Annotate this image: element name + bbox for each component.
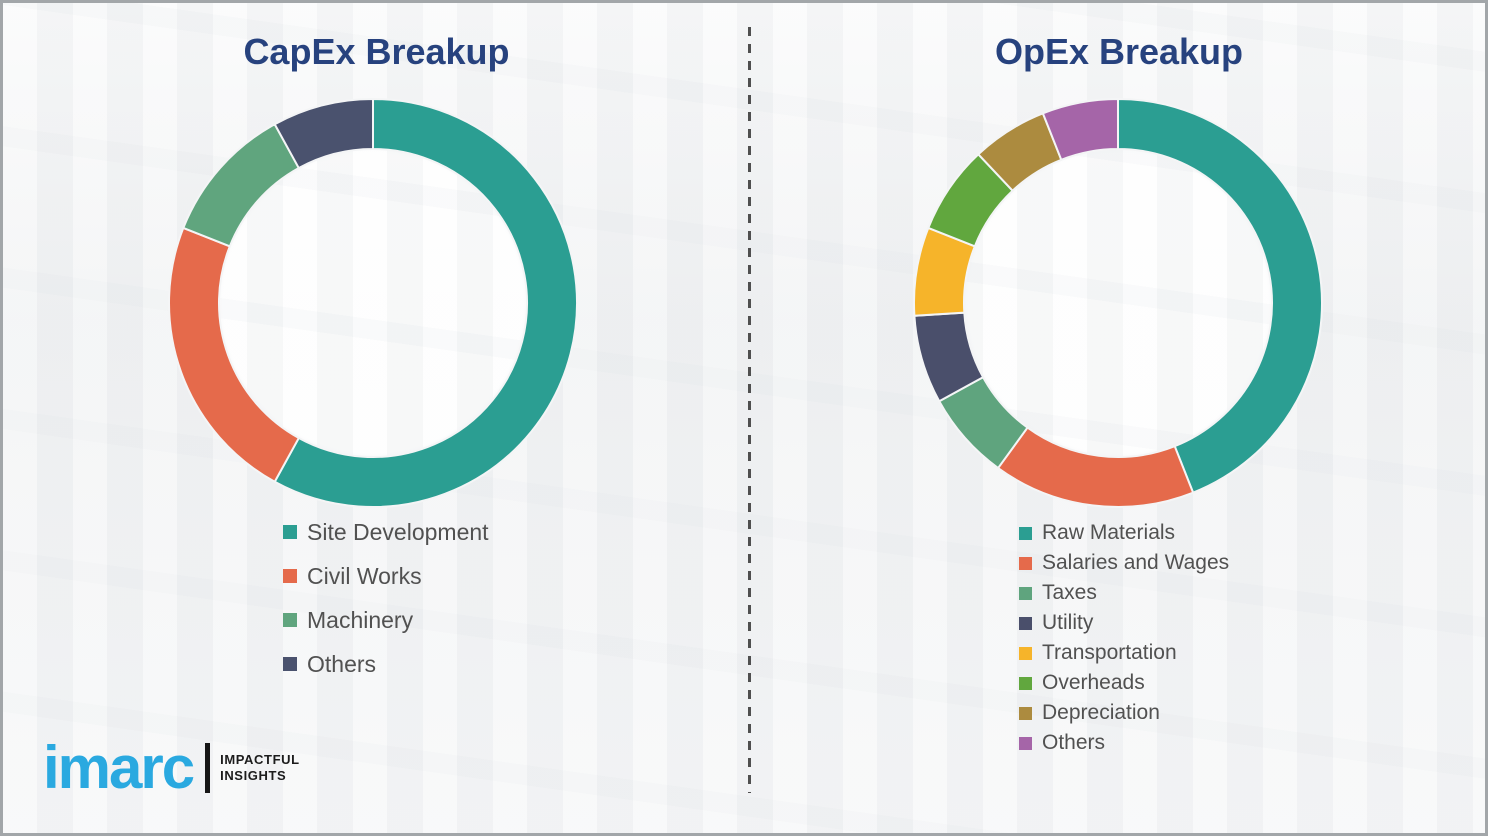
imarc-logo-wordmark: imarc bbox=[43, 734, 195, 801]
legend-item-depreciation: Depreciation bbox=[1019, 698, 1229, 728]
imarc-logo: imarc IMPACTFUL INSIGHTS bbox=[43, 738, 300, 798]
donut-segment-raw-materials bbox=[1117, 97, 1323, 494]
donut-segment-machinery bbox=[182, 122, 301, 248]
donut-segment-site-development bbox=[273, 97, 578, 508]
legend-swatch-transportation bbox=[1019, 646, 1032, 660]
legend-swatch-overheads bbox=[1019, 676, 1032, 690]
legend-swatch-depreciation bbox=[1019, 706, 1032, 720]
donut-segment-others bbox=[273, 97, 374, 170]
imarc-logo-divider-bar bbox=[205, 743, 211, 793]
legend-swatch-site-development bbox=[283, 525, 297, 539]
legend-item-others: Others bbox=[1019, 728, 1229, 758]
donut-segment-civil-works bbox=[168, 226, 301, 484]
capex-panel: CapEx Breakup Site Development Civil Work… bbox=[3, 3, 750, 833]
opex-donut-chart bbox=[913, 97, 1323, 508]
legend-label: Civil Works bbox=[307, 562, 422, 589]
legend-label: Raw Materials bbox=[1042, 521, 1176, 544]
legend-label: Others bbox=[1042, 731, 1106, 754]
legend-swatch-others bbox=[283, 657, 297, 671]
legend-item-utility: Utility bbox=[1019, 608, 1229, 638]
capex-donut-chart bbox=[168, 97, 578, 508]
imarc-tagline-line2: INSIGHTS bbox=[220, 768, 287, 783]
legend-item-site-development: Site Development bbox=[283, 510, 489, 554]
legend-label: Others bbox=[307, 650, 377, 677]
donut-segment-salaries-and-wages bbox=[996, 426, 1195, 508]
legend-swatch-taxes bbox=[1019, 586, 1032, 600]
dashed-divider bbox=[748, 27, 751, 793]
donut-segment-others bbox=[1041, 97, 1119, 162]
opex-legend: Raw Materials Salaries and Wages Taxes Util… bbox=[1019, 518, 1229, 758]
legend-item-transportation: Transportation bbox=[1019, 638, 1229, 668]
legend-item-taxes: Taxes bbox=[1019, 578, 1229, 608]
legend-item-others: Others bbox=[283, 642, 489, 686]
legend-label: Overheads bbox=[1042, 671, 1145, 694]
legend-label: Transportation bbox=[1042, 641, 1177, 664]
legend-swatch-others bbox=[1019, 736, 1032, 750]
opex-chart-title: OpEx Breakup bbox=[994, 31, 1244, 72]
legend-item-overheads: Overheads bbox=[1019, 668, 1229, 698]
imarc-logo-tagline: IMPACTFUL INSIGHTS bbox=[220, 752, 300, 785]
capex-chart-title: CapEx Breakup bbox=[243, 31, 510, 72]
legend-swatch-utility bbox=[1019, 616, 1032, 630]
capex-legend: Site Development Civil Works Machinery Othe… bbox=[283, 510, 489, 686]
legend-label: Depreciation bbox=[1042, 701, 1160, 724]
legend-swatch-salaries-and-wages bbox=[1019, 556, 1032, 570]
legend-label: Salaries and Wages bbox=[1042, 551, 1230, 574]
legend-swatch-civil-works bbox=[283, 569, 297, 583]
legend-item-raw-materials: Raw Materials bbox=[1019, 518, 1229, 548]
legend-swatch-raw-materials bbox=[1019, 526, 1032, 540]
legend-item-civil-works: Civil Works bbox=[283, 554, 489, 598]
legend-label: Machinery bbox=[307, 606, 414, 633]
legend-label: Site Development bbox=[307, 518, 489, 545]
legend-label: Taxes bbox=[1042, 581, 1097, 604]
opex-panel: OpEx Breakup Raw Materials Salaries and W… bbox=[750, 3, 1488, 833]
imarc-tagline-line1: IMPACTFUL bbox=[220, 751, 300, 767]
legend-item-machinery: Machinery bbox=[283, 598, 489, 642]
legend-label: Utility bbox=[1042, 611, 1094, 634]
legend-item-salaries-and-wages: Salaries and Wages bbox=[1019, 548, 1229, 578]
legend-swatch-machinery bbox=[283, 613, 297, 627]
